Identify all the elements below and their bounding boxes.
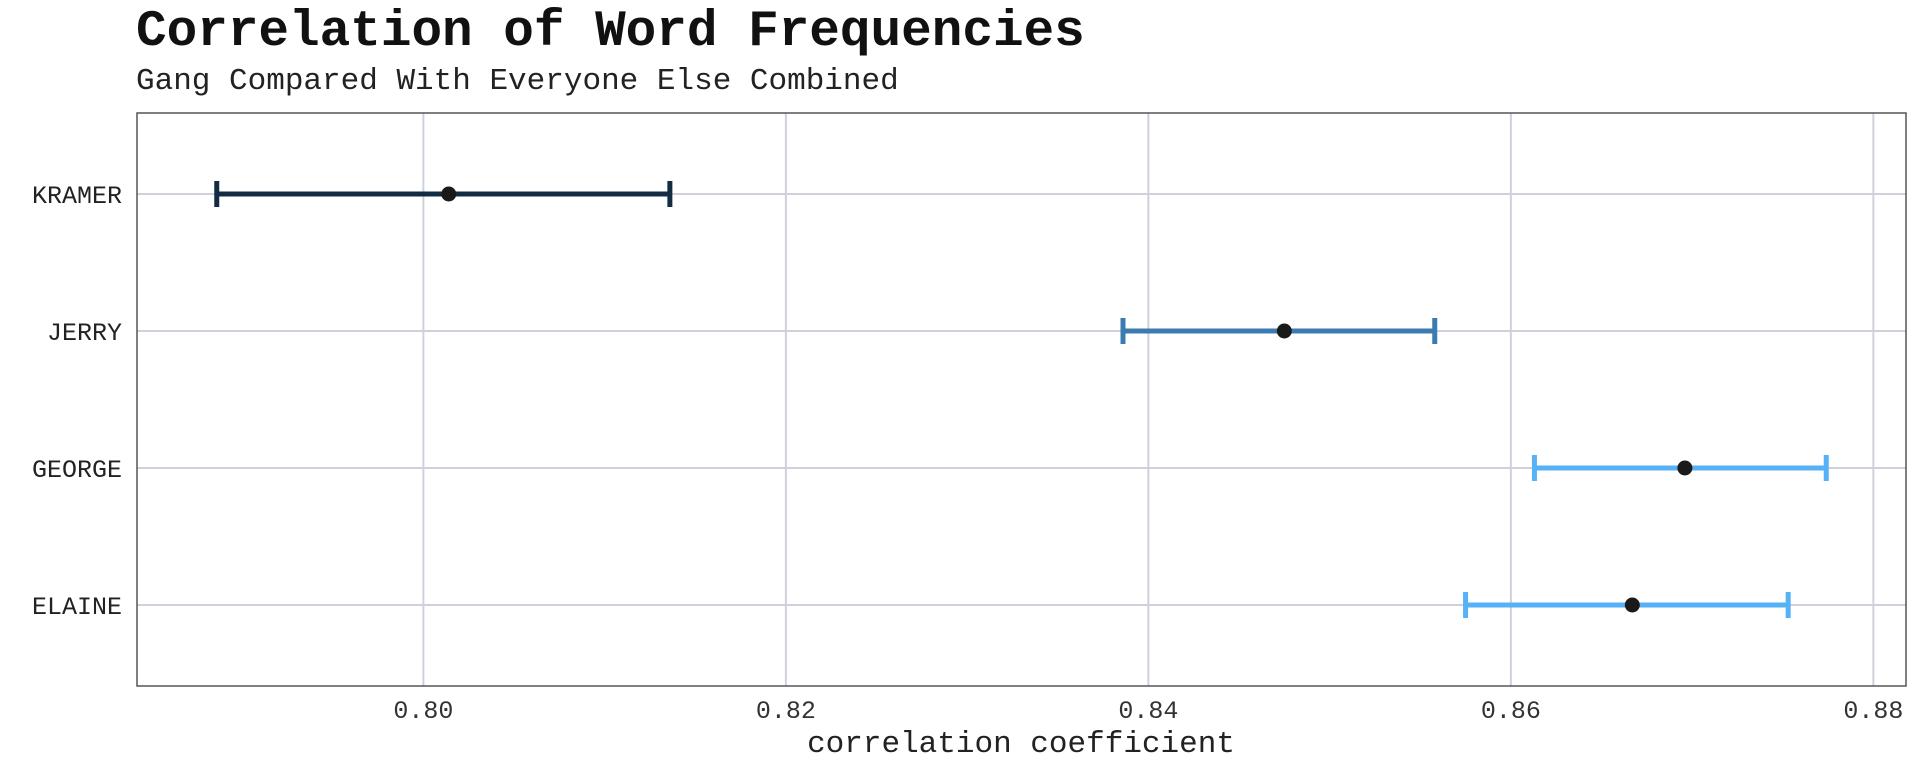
errorbar-elaine (1463, 592, 1791, 618)
chart-subtitle: Gang Compared With Everyone Else Combine… (136, 64, 899, 99)
chart-title: Correlation of Word Frequencies (136, 4, 1085, 61)
estimate-point-kramer (441, 186, 457, 202)
y-category-label: JERRY (47, 319, 122, 348)
estimate-point-george (1677, 460, 1693, 476)
y-category-labels: KRAMER JERRY GEORGE ELAINE (32, 182, 122, 622)
grid-layer (137, 113, 1906, 686)
errorbar-kramer (214, 181, 673, 207)
panel-border (136, 112, 1907, 687)
y-category-label: KRAMER (32, 182, 122, 211)
y-category-label: ELAINE (32, 593, 122, 622)
x-tick-label: 0.86 (1481, 697, 1541, 726)
errorbar-jerry (1120, 318, 1438, 344)
x-tick-label: 0.84 (1118, 697, 1178, 726)
x-tick-labels: 0.80 0.82 0.84 0.86 0.88 (393, 697, 1903, 726)
estimate-point-elaine (1624, 597, 1640, 613)
x-tick-label: 0.88 (1843, 697, 1903, 726)
x-axis-label: correlation coefficient (807, 727, 1235, 762)
estimate-point-jerry (1276, 323, 1292, 339)
x-tick-label: 0.80 (393, 697, 453, 726)
y-category-label: GEORGE (32, 456, 122, 485)
x-tick-label: 0.82 (756, 697, 816, 726)
errorbar-layer (214, 181, 1829, 618)
errorbar-george (1531, 455, 1829, 481)
